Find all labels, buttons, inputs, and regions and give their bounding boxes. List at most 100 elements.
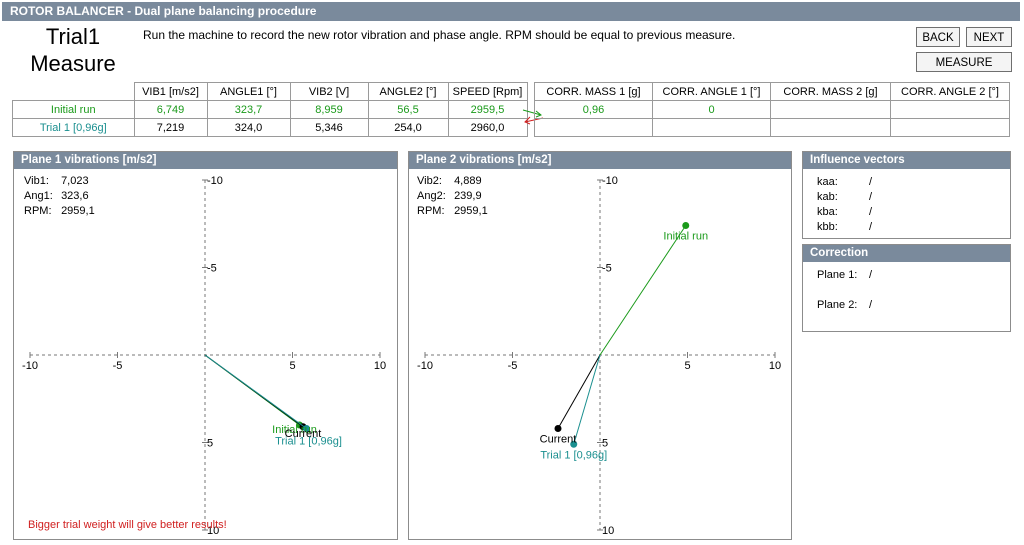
column-header: SPEED [Rpm] <box>447 82 528 101</box>
correction-title: Correction <box>803 245 1010 262</box>
influence-value: / <box>869 221 873 233</box>
correction-angle-2 <box>890 100 1010 119</box>
influence-value: / <box>869 191 873 203</box>
point-label: Current <box>285 428 322 440</box>
correction-row <box>534 118 1010 137</box>
measure-button[interactable]: MEASURE <box>916 52 1012 72</box>
influence-key: kaa: <box>817 176 838 188</box>
y-tick-label: 5 <box>602 438 608 450</box>
x-tick-label: 5 <box>289 360 295 372</box>
correction-row-plane1: Plane 1: / <box>817 268 872 298</box>
plane1-vib-label: Vib1: <box>24 175 49 187</box>
table-corner-cell <box>12 82 135 101</box>
influence-key: kab: <box>817 191 838 203</box>
influence-row: kbb: / <box>817 220 872 235</box>
table-row: Initial run 6,749 323,7 8,959 56,5 2959,… <box>12 100 528 119</box>
y-tick-label: 10 <box>602 525 614 537</box>
table-cell: 6,749 <box>133 100 208 119</box>
instruction-text: Run the machine to record the new rotor … <box>143 28 736 42</box>
window-title: ROTOR BALANCER - Dual plane balancing pr… <box>10 4 317 18</box>
correction-row: 0,96 0 <box>534 100 1010 119</box>
point-label: Trial 1 [0,96g] <box>540 449 607 461</box>
plane1-panel: Plane 1 vibrations [m/s2] -10 -10 -5 -5 5 5 10… <box>13 151 398 540</box>
data-point <box>554 425 562 432</box>
column-header: ANGLE2 [°] <box>367 82 449 101</box>
correction-row-plane2: Plane 2: / <box>817 298 872 313</box>
correction-angle-1: 0 <box>652 100 771 119</box>
plane1-readout: Vib1: 7,023 Ang1: 323,6 RPM: 2959,1 <box>24 174 95 219</box>
plane2-ang-label: Ang2: <box>417 190 446 202</box>
influence-value: / <box>869 206 873 218</box>
column-header: CORR. MASS 2 [g] <box>770 82 891 101</box>
trial-weight-warning: Bigger trial weight will give better res… <box>28 519 227 531</box>
influence-row: kaa: / <box>817 175 872 190</box>
table-cell: 56,5 <box>367 100 449 119</box>
plane1-ang-value: 323,6 <box>61 190 89 202</box>
next-button[interactable]: NEXT <box>966 27 1012 47</box>
plane2-readout: Vib2: 4,889 Ang2: 239,9 RPM: 2959,1 <box>417 174 488 219</box>
page-title-line2: Measure <box>30 51 116 76</box>
column-header: VIB1 [m/s2] <box>133 82 208 101</box>
back-button[interactable]: BACK <box>916 27 960 47</box>
point-label: Initial run <box>663 231 708 243</box>
table-cell: 8,959 <box>289 100 369 119</box>
vector-line <box>557 354 601 429</box>
correction-plane2-label: Plane 2: <box>817 299 858 311</box>
column-header: CORR. ANGLE 1 [°] <box>652 82 771 101</box>
measurement-table: VIB1 [m/s2] ANGLE1 [°] VIB2 [V] ANGLE2 [… <box>12 82 528 137</box>
correction-plane1-value: / <box>869 269 873 281</box>
influence-key: kbb: <box>817 221 838 233</box>
point-label: Trial 1 [0,96g] <box>275 436 342 448</box>
influence-value: / <box>869 176 873 188</box>
correction-plane1-label: Plane 1: <box>817 269 858 281</box>
correction-header-row: CORR. MASS 1 [g] CORR. ANGLE 1 [°] CORR.… <box>534 82 1010 101</box>
y-tick-label: -5 <box>207 263 217 275</box>
table-cell <box>770 118 891 137</box>
y-tick-label: 5 <box>207 438 213 450</box>
plane1-ang-label: Ang1: <box>24 190 53 202</box>
influence-vectors-panel: Influence vectors kaa: / kab: / kba: / kbb:… <box>802 151 1011 239</box>
column-header: VIB2 [V] <box>289 82 369 101</box>
page-title-line1: Trial1 <box>45 24 101 49</box>
x-tick-label: -10 <box>417 360 433 372</box>
plane2-polar-plot: -10 -10 -5 -5 5 5 10 10 Initial run Current Trial … <box>417 175 781 537</box>
correction-list: Plane 1: / Plane 2: / <box>817 268 872 313</box>
correction-mass-1: 0,96 <box>534 100 653 119</box>
y-tick-label: -5 <box>602 263 612 275</box>
plane2-rpm-label: RPM: <box>417 205 445 217</box>
table-cell: 2959,5 <box>447 100 528 119</box>
plane2-rpm-value: 2959,1 <box>454 205 488 217</box>
plane1-title: Plane 1 vibrations [m/s2] <box>14 152 397 169</box>
vector-line <box>204 354 307 429</box>
influence-row: kba: / <box>817 205 872 220</box>
table-cell: 7,219 <box>133 118 208 137</box>
correction-mass-2 <box>770 100 891 119</box>
table-cell: 323,7 <box>206 100 291 119</box>
point-label: Current <box>540 434 577 446</box>
x-tick-label: -5 <box>113 360 123 372</box>
plane2-ang-value: 239,9 <box>454 190 482 202</box>
table-cell: 5,346 <box>289 118 369 137</box>
vector-line <box>573 354 601 445</box>
table-cell <box>534 118 653 137</box>
plane1-vib-value: 7,023 <box>61 175 89 187</box>
influence-key: kba: <box>817 206 838 218</box>
data-point <box>570 440 578 448</box>
row-label-initial-run: Initial run <box>12 100 135 119</box>
column-header: ANGLE1 [°] <box>206 82 291 101</box>
correction-plane2-value: / <box>869 299 873 311</box>
data-point <box>682 222 690 229</box>
table-cell <box>652 118 771 137</box>
plane1-rpm-label: RPM: <box>24 205 52 217</box>
window-title-bar: ROTOR BALANCER - Dual plane balancing pr… <box>2 2 1020 21</box>
plane2-vib-label: Vib2: <box>417 175 442 187</box>
plane2-title: Plane 2 vibrations [m/s2] <box>409 152 791 169</box>
vector-line <box>599 225 687 356</box>
correction-table: CORR. MASS 1 [g] CORR. ANGLE 1 [°] CORR.… <box>534 82 1010 137</box>
data-point <box>303 425 310 432</box>
y-tick-label: -10 <box>602 175 618 187</box>
table-cell: 324,0 <box>206 118 291 137</box>
x-tick-label: 5 <box>684 360 690 372</box>
red-arrow-head <box>524 116 531 125</box>
table-cell: 2960,0 <box>447 118 528 137</box>
